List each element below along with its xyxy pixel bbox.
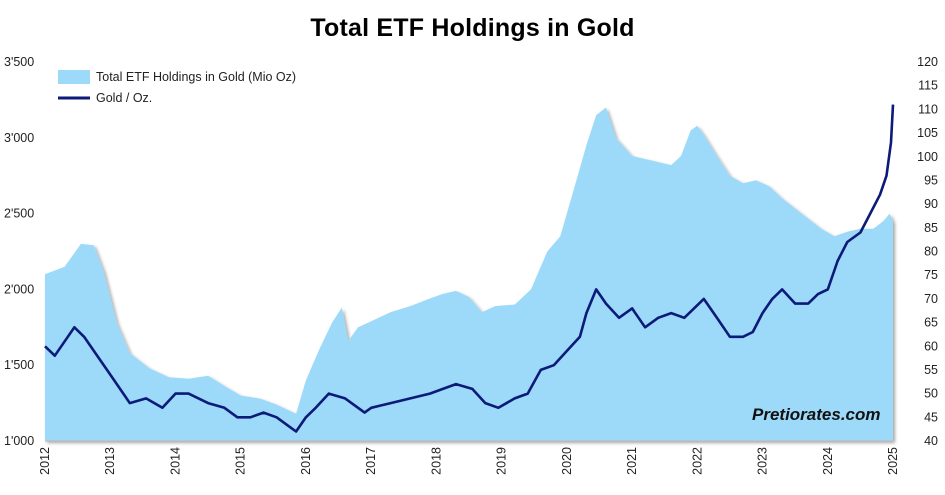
y-left-tick-label: 1'000 xyxy=(4,434,34,448)
y-left-tick-label: 2'000 xyxy=(4,282,34,296)
series-gold-price-line xyxy=(44,104,895,433)
y-left-tick-label: 1'500 xyxy=(4,358,34,372)
chart-title: Total ETF Holdings in Gold xyxy=(310,14,635,42)
y-right-tick-label: 70 xyxy=(924,292,938,306)
y-right-tick-label: 95 xyxy=(924,173,938,187)
y-right-tick-label: 105 xyxy=(917,126,938,140)
series-etf-holdings-area xyxy=(45,107,893,441)
y-right-tick-label: 120 xyxy=(917,55,938,69)
y-right-tick-label: 115 xyxy=(918,79,938,93)
y-right-tick-label: 65 xyxy=(924,316,938,330)
watermark: Pretiorates.com xyxy=(752,405,881,424)
y-right-tick-label: 55 xyxy=(924,363,938,377)
x-tick-label: 2013 xyxy=(103,447,117,475)
legend: Total ETF Holdings in Gold (Mio Oz) Gold… xyxy=(58,70,296,105)
x-tick-label: 2021 xyxy=(625,447,639,475)
x-tick-label: 2012 xyxy=(38,447,52,475)
y-left-tick-label: 3'000 xyxy=(4,131,34,145)
y-right-tick-label: 100 xyxy=(917,150,938,164)
legend-label-etf: Total ETF Holdings in Gold (Mio Oz) xyxy=(96,70,296,84)
x-tick-label: 2025 xyxy=(886,447,900,475)
y-right-tick-label: 90 xyxy=(924,197,938,211)
x-tick-label: 2020 xyxy=(560,447,574,475)
y-right-tick-label: 110 xyxy=(918,102,938,116)
y-right-tick-label: 75 xyxy=(924,268,938,282)
x-tick-label: 2022 xyxy=(690,447,704,475)
x-tick-label: 2014 xyxy=(169,447,183,475)
y-left-tick-label: 2'500 xyxy=(4,207,34,221)
x-tick-label: 2019 xyxy=(495,447,509,475)
y-right-tick-label: 50 xyxy=(924,387,938,401)
x-tick-label: 2024 xyxy=(821,447,835,475)
y-left-tick-label: 3'500 xyxy=(4,55,34,69)
y-right-tick-label: 80 xyxy=(924,245,938,259)
y-right-tick-label: 40 xyxy=(924,434,938,448)
legend-label-gold: Gold / Oz. xyxy=(96,91,152,105)
x-tick-label: 2015 xyxy=(234,447,248,475)
x-tick-label: 2018 xyxy=(429,447,443,475)
x-tick-label: 2023 xyxy=(756,447,770,475)
y-right-tick-label: 45 xyxy=(924,410,938,424)
x-tick-label: 2017 xyxy=(364,447,378,475)
y-right-tick-label: 60 xyxy=(924,339,938,353)
legend-swatch-etf xyxy=(58,70,90,84)
x-tick-label: 2016 xyxy=(299,447,313,475)
y-right-tick-label: 85 xyxy=(924,221,938,235)
